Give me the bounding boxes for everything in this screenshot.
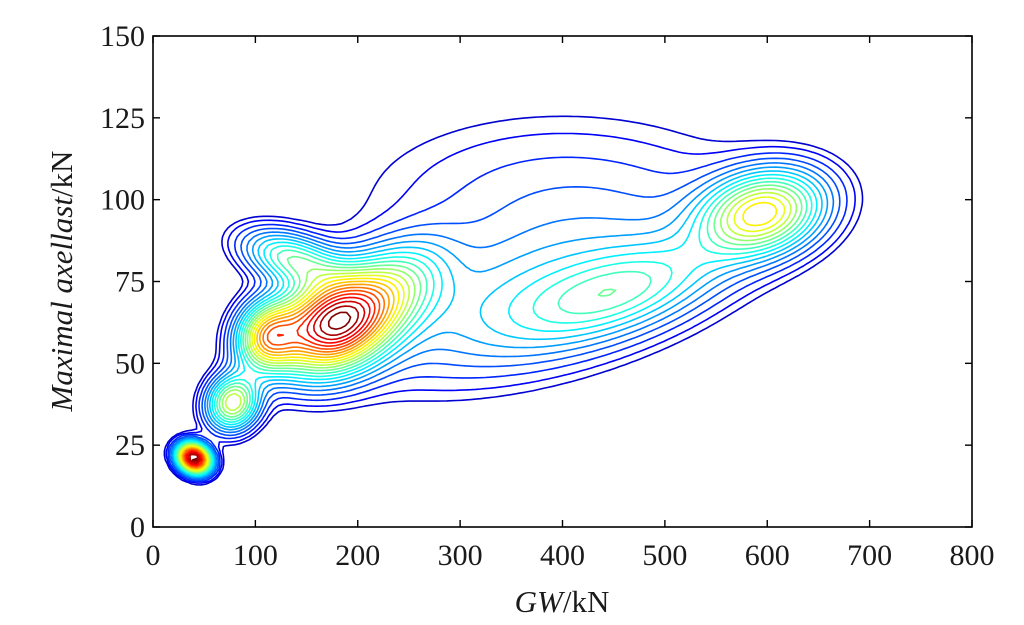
contour-level-1: [165, 132, 856, 484]
x-tick-label: 700: [847, 539, 892, 572]
contour-level-9: [175, 180, 808, 475]
contour-level-19: [184, 293, 376, 467]
x-tick-label: 200: [335, 539, 380, 572]
contour-level-20: [185, 296, 371, 466]
contour-level-2: [167, 152, 848, 483]
contour-level-0: [163, 115, 864, 486]
x-tick-label: 0: [146, 539, 161, 572]
y-axis-label: Maximal axellast/kN: [44, 151, 79, 413]
contour-level-8: [174, 177, 813, 476]
contour-level-23: [191, 311, 352, 462]
y-tick-label: 0: [130, 511, 145, 544]
plot-frame: [152, 35, 973, 528]
contour-level-10: [176, 184, 803, 474]
contour-level-22: [189, 305, 359, 463]
contour-level-6: [172, 170, 823, 478]
y-tick-labels: 0 25 50 75 100 125 150: [100, 20, 145, 544]
contour-level-4: [170, 162, 835, 480]
x-tick-labels: 0 100 200 300 400 500 600 700 800: [146, 539, 995, 572]
y-tick-label: 100: [100, 184, 145, 217]
x-tick-label: 600: [745, 539, 790, 572]
contour-level-5: [171, 166, 829, 479]
x-tick-label: 800: [950, 539, 995, 572]
y-tick-label: 25: [115, 429, 145, 462]
x-tick-label: 400: [540, 539, 585, 572]
x-tick-label: 100: [233, 539, 278, 572]
contour-level-14: [180, 201, 778, 471]
contour-level-3: [168, 157, 841, 482]
y-tick-label: 75: [115, 266, 145, 299]
x-tick-label: 300: [438, 539, 483, 572]
axis-ticks: [152, 35, 973, 528]
contour-level-7: [173, 173, 818, 477]
contour-level-21: [187, 300, 366, 465]
x-axis-label: GW/kN: [515, 584, 610, 619]
y-tick-label: 150: [100, 20, 145, 53]
contour-level-13: [179, 196, 786, 472]
y-tick-label: 50: [115, 347, 145, 380]
contour-plot-area: [163, 115, 864, 486]
x-tick-label: 500: [642, 539, 687, 572]
y-tick-label: 125: [100, 102, 145, 135]
